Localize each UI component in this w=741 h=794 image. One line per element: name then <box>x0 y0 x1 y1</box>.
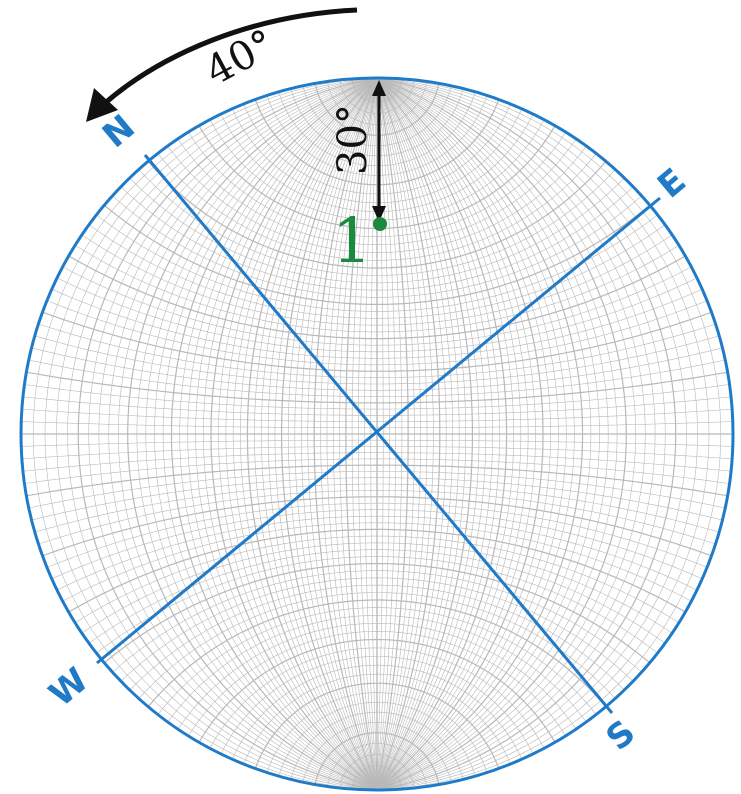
curved-arrow-head-icon <box>86 88 118 122</box>
curved-arrow-icon <box>102 7 358 106</box>
point-1-label: 1 <box>332 204 371 277</box>
north-south-axis <box>143 154 614 714</box>
west-east-axis <box>96 196 661 665</box>
south-label: S <box>599 712 643 758</box>
rotation-angle-label: 40° <box>198 21 282 95</box>
tilt-angle-label: 30° <box>330 104 376 175</box>
west-label: W <box>42 660 96 715</box>
primitive-circle <box>19 76 735 792</box>
tilt-arrow-top-head-icon <box>372 80 386 96</box>
tilt-arrow-bottom-head-icon <box>372 206 386 222</box>
point-1-marker <box>373 217 387 231</box>
